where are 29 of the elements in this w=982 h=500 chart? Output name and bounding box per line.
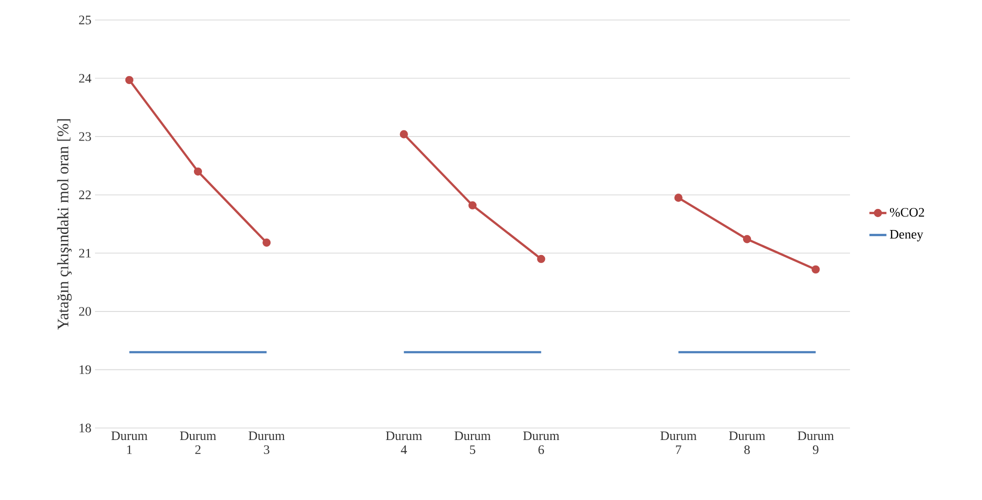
x-tick-label: Durum 8 xyxy=(729,432,766,454)
x-tick-label: Durum 9 xyxy=(798,432,834,454)
point xyxy=(468,201,477,210)
point xyxy=(674,194,683,202)
point xyxy=(262,238,271,247)
point xyxy=(742,235,752,244)
y-axis-title: Yatağın çıkışındaki mol oran [%] xyxy=(57,119,72,330)
y-tick-label: 20 xyxy=(79,307,91,316)
point xyxy=(537,254,546,264)
y-tick-label: 23 xyxy=(79,132,91,141)
x-tick-label: Durum 3 xyxy=(248,432,285,454)
point xyxy=(400,130,408,138)
legend-label: %CO2 xyxy=(890,208,924,217)
x-tick-label: Durum 7 xyxy=(660,432,697,454)
y-tick-label: 19 xyxy=(80,365,91,374)
x-tick-label: Durum 1 xyxy=(111,432,148,454)
x-tick-label: Durum 5 xyxy=(454,432,491,454)
x-tick-label: Durum 6 xyxy=(523,432,560,454)
point xyxy=(194,167,202,176)
legend-label: Deney xyxy=(890,230,924,242)
point xyxy=(812,265,820,274)
y-tick-label: 24 xyxy=(79,74,92,83)
y-tick-label: 25 xyxy=(79,16,91,24)
y-tick-label: 18 xyxy=(80,424,91,432)
y-tick-label: 22 xyxy=(79,190,91,200)
y-tick-label: 21 xyxy=(79,248,91,258)
point xyxy=(125,76,134,84)
x-tick-label: Durum 2 xyxy=(180,432,216,454)
x-tick-label: Durum 4 xyxy=(386,432,422,454)
